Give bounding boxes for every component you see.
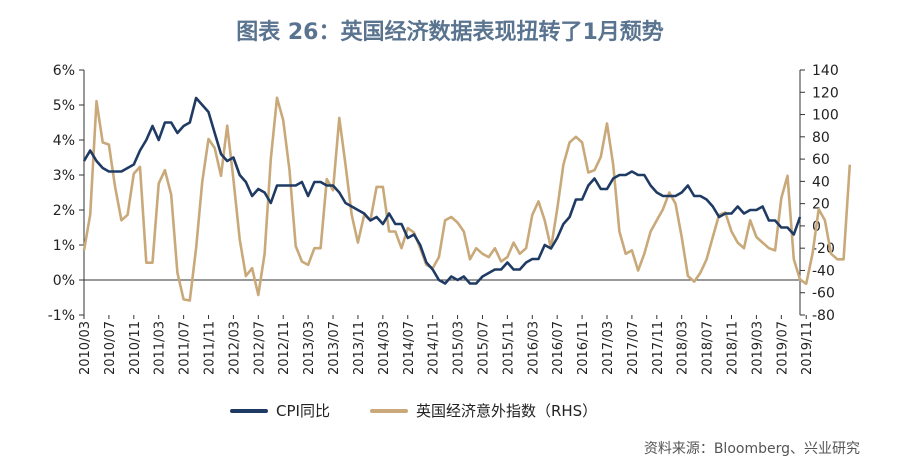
y-left-tick-label: 6% — [53, 63, 75, 79]
x-tick-label: 2014/11 — [427, 321, 442, 375]
y-left-tick-label: 2% — [53, 203, 75, 219]
x-tick-label: 2017/11 — [651, 321, 666, 375]
x-tick-label: 2014/07 — [402, 321, 417, 375]
legend-swatch-surprise — [369, 408, 408, 413]
x-tick-label: 2011/11 — [203, 321, 218, 375]
x-tick-label: 2013/03 — [302, 321, 317, 375]
x-tick-label: 2016/03 — [526, 321, 541, 375]
x-tick-label: 2017/07 — [626, 321, 641, 375]
y-right-tick-label: 120 — [812, 85, 839, 101]
y-right-tick-label: -80 — [812, 308, 835, 324]
y-right-tick-label: 100 — [812, 108, 839, 124]
x-tick-label: 2011/07 — [178, 321, 193, 375]
legend-label-cpi: CPI同比 — [276, 402, 330, 420]
x-tick-label: 2017/03 — [601, 321, 616, 375]
y-left-tick-label: 3% — [53, 168, 75, 184]
y-right-tick-label: -40 — [812, 263, 835, 279]
x-tick-label: 2018/07 — [701, 321, 716, 375]
x-tick-label: 2016/11 — [576, 321, 591, 375]
x-tick-label: 2012/03 — [227, 321, 242, 375]
x-tick-label: 2013/11 — [352, 321, 367, 375]
x-tick-label: 2012/07 — [252, 321, 267, 375]
x-tick-label: 2015/11 — [501, 321, 516, 375]
y-right-tick-label: 60 — [812, 152, 830, 168]
y-left-tick-label: 0% — [53, 273, 75, 289]
y-right-tick-label: 80 — [812, 130, 830, 146]
x-tick-label: 2014/03 — [377, 321, 392, 375]
x-tick-label: 2016/07 — [551, 321, 566, 375]
x-tick-label: 2018/03 — [676, 321, 691, 375]
y-left-tick-label: 1% — [53, 238, 75, 254]
x-tick-label: 2018/11 — [726, 321, 741, 375]
series-line-surprise-index — [82, 96, 852, 302]
x-tick-label: 2019/07 — [775, 321, 790, 375]
y-left-tick-label: 5% — [53, 98, 75, 114]
x-tick-label: 2011/03 — [153, 321, 168, 375]
y-right-tick-label: 140 — [812, 63, 839, 79]
x-tick-label: 2019/03 — [750, 321, 765, 375]
y-right-tick-label: -60 — [812, 286, 835, 302]
legend: CPI同比 英国经济意外指数（RHS） — [230, 400, 597, 421]
y-left-tick-label: -1% — [48, 308, 75, 324]
legend-swatch-cpi — [230, 408, 268, 413]
source-note: 资料来源：Bloomberg、兴业研究 — [643, 441, 860, 457]
x-tick-label: 2012/11 — [277, 321, 292, 375]
x-tick-label: 2010/03 — [78, 321, 93, 375]
x-tick-label: 2019/11 — [800, 321, 815, 375]
y-right-tick-label: 40 — [812, 174, 830, 190]
x-tick-label: 2015/07 — [476, 321, 491, 375]
x-tick-label: 2013/07 — [327, 321, 342, 375]
x-tick-label: 2010/11 — [128, 321, 143, 375]
y-left-tick-label: 4% — [53, 133, 75, 149]
chart-title: 图表 26：英国经济数据表现扭转了1月颓势 — [236, 20, 664, 45]
legend-item-surprise: 英国经济意外指数（RHS） — [369, 400, 598, 421]
legend-item-cpi: CPI同比 — [230, 400, 330, 421]
legend-label-surprise: 英国经济意外指数（RHS） — [415, 402, 598, 420]
series-line-cpi — [82, 96, 802, 285]
x-tick-label: 2010/07 — [103, 321, 118, 375]
x-tick-label: 2015/03 — [452, 321, 467, 375]
y-right-tick-label: 20 — [812, 197, 830, 213]
